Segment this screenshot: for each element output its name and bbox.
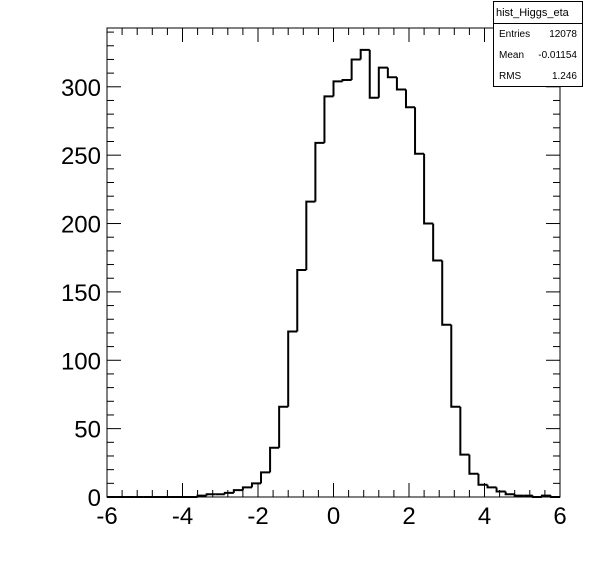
histogram-bin: [296, 269, 307, 332]
histogram-bin: [486, 484, 497, 489]
histogram-bin: [414, 107, 425, 155]
y-tick-label: 0: [88, 485, 101, 512]
y-tick-label: 50: [74, 417, 101, 444]
histogram-bin: [450, 324, 461, 408]
histogram-bin: [531, 495, 542, 498]
stats-value: 12078: [549, 29, 577, 40]
histogram-bin: [395, 77, 406, 91]
histogram-bin: [205, 493, 216, 496]
histogram-bin: [513, 494, 524, 497]
histogram-bin: [359, 48, 370, 60]
histogram-bin: [377, 66, 388, 98]
tick-labels: -6 -4 -2 0 2 4 6 0 50 100 150 200 250 300: [61, 75, 567, 530]
histogram-bin: [404, 89, 416, 109]
stats-value: 1.246: [551, 71, 577, 82]
histogram-bin: [241, 486, 252, 491]
histogram-bin: [477, 473, 488, 486]
x-tick-label: 2: [402, 503, 415, 530]
plot-frame-rect: [106, 27, 561, 498]
histogram-bin: [350, 58, 361, 80]
plot-frame: [106, 27, 561, 498]
histogram-bin: [196, 494, 207, 497]
axis-ticks: [106, 28, 561, 498]
histogram-bin: [287, 330, 298, 407]
stats-label: Entries: [499, 29, 531, 40]
x-tick-label: 4: [478, 503, 491, 530]
histogram-bin: [432, 223, 443, 262]
histogram-bin: [459, 406, 470, 456]
y-tick-label: 200: [61, 212, 101, 239]
histogram-bin: [314, 141, 325, 202]
histogram-bin: [540, 494, 551, 497]
y-tick-label: 150: [61, 280, 101, 307]
histogram-bin: [232, 489, 243, 493]
histogram-bin: [305, 200, 316, 271]
stats-row-rms: RMS 1.246: [494, 66, 582, 87]
histogram-bin: [549, 495, 560, 498]
stats-label: RMS: [499, 71, 522, 82]
x-tick-label: -6: [96, 503, 117, 530]
stats-box: hist_Higgs_eta Entries 12078 Mean -0.011…: [493, 1, 583, 87]
stats-row-entries: Entries 12078: [494, 24, 582, 45]
stats-title: hist_Higgs_eta: [494, 2, 582, 24]
histogram-bin: [250, 482, 262, 488]
histogram-bin: [332, 80, 343, 97]
x-tick-label: -2: [247, 503, 268, 530]
histogram-bars: [107, 48, 560, 498]
histogram-bin: [386, 67, 397, 79]
histogram-bin: [278, 405, 289, 448]
stats-label: Mean: [499, 50, 525, 61]
histogram-bin: [323, 95, 334, 143]
x-tick-label: 6: [553, 503, 566, 530]
histogram-bin: [495, 487, 506, 493]
x-tick-label: 0: [327, 503, 340, 530]
histogram-bin: [368, 49, 379, 99]
histogram-bin: [504, 491, 515, 496]
x-tick-label: -4: [172, 503, 193, 530]
histogram-bin: [223, 491, 234, 495]
histogram-bin: [341, 78, 352, 82]
y-tick-label: 250: [61, 143, 101, 170]
histogram-bin: [269, 446, 280, 473]
histogram-bin: [468, 454, 479, 475]
stats-row-mean: Mean -0.01154: [494, 45, 582, 66]
histogram-bin: [441, 260, 452, 326]
histogram-bin: [423, 153, 434, 225]
stats-value: -0.01154: [538, 50, 577, 61]
histogram-bin: [260, 471, 271, 484]
y-tick-label: 300: [61, 75, 101, 102]
y-tick-label: 100: [61, 348, 101, 375]
